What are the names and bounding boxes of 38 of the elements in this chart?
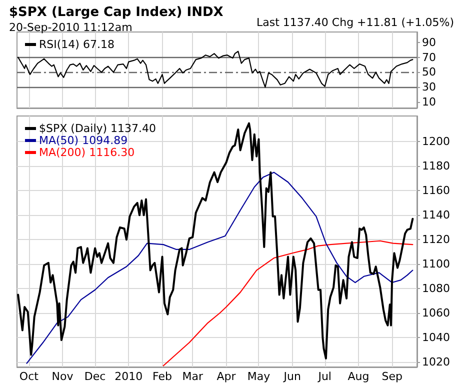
line-series: [17, 122, 414, 360]
x-tick-label: Feb: [152, 370, 172, 383]
x-tick-label: Jun: [282, 370, 301, 383]
y-tick-label: 90: [422, 36, 436, 49]
x-tick-label: Dec: [84, 370, 106, 383]
chart-title: $SPX (Large Cap Index) INDX: [9, 5, 224, 20]
legend-label: RSI(14) 67.18: [39, 38, 114, 51]
x-tick-label: Mar: [182, 370, 204, 383]
y-tick-label: 1080: [422, 282, 450, 296]
line-series: [162, 240, 414, 366]
y-tick-label: 50: [422, 66, 436, 79]
x-tick-label: May: [247, 370, 271, 383]
x-tick-label: 2010: [114, 370, 143, 383]
line-series: [26, 172, 414, 364]
y-tick-label: 1180: [422, 160, 450, 173]
y-tick-label: 1020: [422, 356, 450, 369]
y-tick-label: 30: [422, 80, 436, 94]
x-tick-label: Sep: [382, 370, 402, 383]
chart-subtitle: 20-Sep-2010 11:12am: [9, 21, 132, 34]
x-tick-label: Jul: [317, 370, 332, 383]
x-tick-label: Apr: [216, 370, 236, 383]
text: Last 1137.40 Chg +11.81 (+1.05%): [256, 16, 454, 29]
x-tick-label: Aug: [348, 370, 370, 383]
y-tick-label: 1160: [422, 184, 450, 198]
line-series: [18, 50, 414, 88]
y-tick-label: 1120: [422, 233, 450, 246]
y-tick-label: 1200: [422, 135, 450, 148]
legend-label: MA(200) 1116.30: [39, 146, 135, 159]
y-tick-label: 1140: [422, 208, 450, 222]
y-tick-label: 1100: [422, 258, 450, 271]
y-tick-label: 1060: [422, 306, 450, 320]
legend-label: $SPX (Daily) 1137.40: [39, 122, 156, 135]
y-tick-label: 10: [422, 96, 436, 109]
x-tick-label: Nov: [52, 370, 74, 383]
y-tick-label: 70: [422, 50, 436, 64]
x-tick-label: Oct: [19, 370, 40, 383]
y-tick-label: 1040: [422, 331, 450, 344]
legend-label: MA(50) 1094.89: [39, 134, 128, 147]
